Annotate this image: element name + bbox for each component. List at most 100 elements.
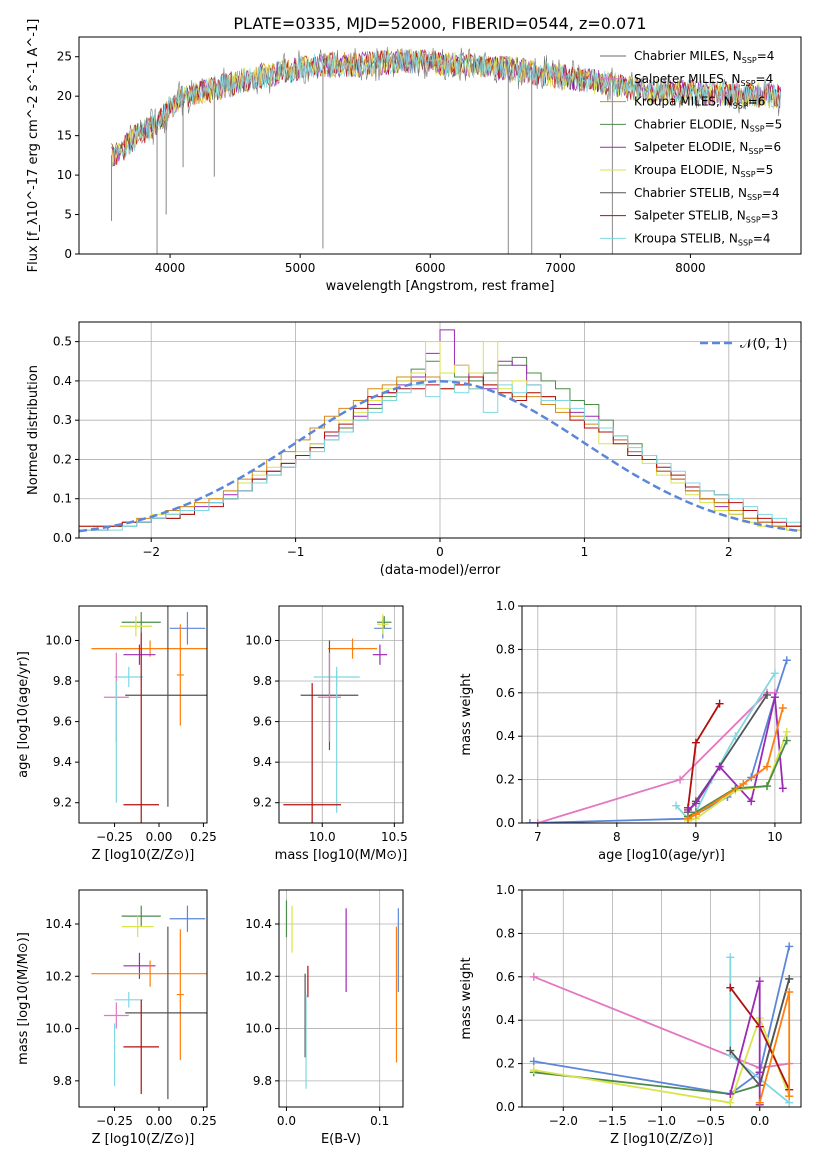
legend-label-sub: SSP xyxy=(738,238,753,247)
spectrum-ytick-label: 0 xyxy=(64,247,72,261)
mass_weight_vs_age-ytick-label: 0.4 xyxy=(496,729,515,743)
spectrum-ytick-label: 20 xyxy=(57,89,72,103)
age_vs_mass-xlabel: mass [log10(M/M⊙)] xyxy=(275,848,408,863)
mass_vs_Z-xtick-label: 0.00 xyxy=(146,1114,173,1128)
mass_vs_ebv-xtick-label: 0.0 xyxy=(277,1114,296,1128)
mass_weight_vs_age-marker xyxy=(691,799,700,808)
mass_weight_vs_age-xtick-label: 10 xyxy=(767,830,782,844)
mass_weight_vs_Z-xlabel: Z [log10(Z/Z⊙)] xyxy=(610,1132,713,1147)
spectrum-line xyxy=(111,49,782,166)
mass_vs_Z-xlabel: Z [log10(Z/Z⊙)] xyxy=(92,1132,195,1147)
spectrum-ylabel: Flux [f_λ10^-17 erg cm^-2 s^-1 A^-1] xyxy=(26,19,41,273)
mass_weight_vs_age-ytick-label: 0.6 xyxy=(496,686,515,700)
mass_weight_vs_Z-marker xyxy=(755,1098,764,1107)
mass_weight_vs_Z-ytick-label: 0.8 xyxy=(496,926,515,940)
legend-label-text: Kroupa STELIB, N xyxy=(634,231,738,245)
mass_weight_vs_age-marker xyxy=(782,736,791,745)
mass_weight_vs_age-marker xyxy=(691,738,700,747)
mass_weight_vs_Z-ytick-label: 0.2 xyxy=(496,1057,515,1071)
age_vs_Z-xtick-label: 0.25 xyxy=(190,830,217,844)
legend-label-suffix: =4 xyxy=(757,49,775,63)
mass_vs_ebv-xlabel: E(B-V) xyxy=(321,1132,361,1147)
residuals-ytick-label: 0.3 xyxy=(53,413,72,427)
legend-label-suffix: =5 xyxy=(756,163,774,177)
mass_weight_vs_age-ytick-label: 0.0 xyxy=(496,816,515,830)
legend-label-text: Chabrier STELIB, N xyxy=(634,186,747,200)
spectrum-legend-label: Kroupa ELODIE, NSSP=5 xyxy=(634,163,773,179)
mass_vs_Z-ytick-label: 10.0 xyxy=(45,1022,72,1036)
mass_vs_ebv-plot-area xyxy=(285,900,399,1089)
age_vs_mass-plot-area xyxy=(283,614,392,823)
legend-label-suffix: =3 xyxy=(761,209,779,223)
mass_weight_vs_age-marker xyxy=(533,819,542,823)
legend-label-text: Kroupa ELODIE, N xyxy=(634,163,741,177)
spectrum-xtick-label: 7000 xyxy=(545,261,576,275)
mass_vs_Z-ytick-label: 10.4 xyxy=(45,917,72,931)
mass_weight_vs_age-marker xyxy=(683,814,692,823)
age_vs_mass-ytick-label: 9.4 xyxy=(253,755,272,769)
age_vs_mass-frame xyxy=(278,605,404,824)
mass_vs_ebv-ytick-label: 10.2 xyxy=(245,969,272,983)
mass_weight_vs_age-marker xyxy=(731,732,740,741)
residuals-ytick-label: 0.0 xyxy=(53,531,72,545)
mass_weight_vs_Z-marker xyxy=(726,983,735,992)
spectrum-xtick-label: 6000 xyxy=(415,261,446,275)
mass_vs_Z-ytick-label: 9.8 xyxy=(53,1074,72,1088)
mass_weight_vs_Z-ylabel: mass weight xyxy=(459,957,474,1039)
mass_vs_Z-xtick-label: 0.25 xyxy=(190,1114,217,1128)
legend-label-sub: SSP xyxy=(733,102,748,111)
mass_weight_vs_Z-marker xyxy=(529,972,538,981)
legend-label-text: Kroupa MILES, N xyxy=(634,95,733,109)
mass_weight_vs_age-marker xyxy=(763,782,772,791)
residuals-ytick-label: 0.4 xyxy=(53,374,72,388)
mass_weight_vs_age-plot-area xyxy=(525,656,791,823)
residuals-ylabel: Normed distribution xyxy=(26,365,41,495)
mass_weight_vs_Z-marker xyxy=(755,1068,764,1077)
legend-label-sub: SSP xyxy=(741,79,756,88)
mass_weight_vs_Z-xtick-label: −1.0 xyxy=(647,1114,676,1128)
mass_weight_vs_Z-xtick-label: −2.0 xyxy=(549,1114,578,1128)
mass_weight_vs_age-marker xyxy=(672,801,681,810)
age_vs_Z-frame xyxy=(78,605,208,824)
residuals-xtick-label: −2 xyxy=(142,545,160,559)
legend-label-sub: SSP xyxy=(750,124,765,133)
mass_weight_vs_Z-marker xyxy=(785,974,794,983)
mass_weight_vs_age-xtick-label: 8 xyxy=(613,830,621,844)
spectrum-xtick-label: 5000 xyxy=(285,261,316,275)
spectrum-legend-label: Salpeter ELODIE, NSSP=6 xyxy=(634,140,781,156)
mass_weight_vs_age-ylabel: mass weight xyxy=(459,673,474,755)
legend-label-suffix: =6 xyxy=(748,95,766,109)
legend-label-text: Salpeter STELIB, N xyxy=(634,209,746,223)
normal-curve xyxy=(79,380,801,533)
mass_weight_vs_Z-marker xyxy=(785,942,794,951)
spectrum-ytick-label: 10 xyxy=(57,168,72,182)
spectrum-xlabel: wavelength [Angstrom, rest frame] xyxy=(326,279,555,294)
mass_weight_vs_Z-ytick-label: 0.0 xyxy=(496,1100,515,1114)
mass_weight_vs_age-marker xyxy=(782,656,791,665)
mass_weight_vs_Z-marker xyxy=(755,977,764,986)
mass_weight_vs_Z-xtick-label: −1.5 xyxy=(598,1114,627,1128)
mass_weight_vs_age-marker xyxy=(691,810,700,819)
age_vs_Z-ytick-label: 10.0 xyxy=(45,633,72,647)
mass_vs_ebv-xtick-label: 0.1 xyxy=(370,1114,389,1128)
mass_weight_vs_Z-series-line xyxy=(729,980,761,1105)
legend-label-text: Salpeter MILES, N xyxy=(634,72,741,86)
mass_weight_vs_age-xtick-label: 9 xyxy=(692,830,700,844)
age_vs_mass-ytick-label: 9.8 xyxy=(253,674,272,688)
legend-label-suffix: =6 xyxy=(763,140,781,154)
spectrum-legend-label: Salpeter STELIB, NSSP=3 xyxy=(634,209,778,225)
mass_vs_Z-ytick-label: 10.2 xyxy=(45,969,72,983)
mass_vs_Z-frame xyxy=(78,889,208,1108)
mass_weight_vs_age-ytick-label: 0.2 xyxy=(496,773,515,787)
mass_weight_vs_age-xtick-label: 7 xyxy=(534,830,542,844)
mass_vs_ebv-ytick-label: 10.4 xyxy=(245,917,272,931)
mass_weight_vs_age-frame xyxy=(521,605,802,824)
mass_vs_ebv-frame xyxy=(278,889,404,1108)
age_vs_Z-ytick-label: 9.4 xyxy=(53,755,72,769)
legend-label-text: Salpeter ELODIE, N xyxy=(634,140,748,154)
age_vs_Z-panel xyxy=(75,605,208,827)
spectrum-legend-label: Chabrier STELIB, NSSP=4 xyxy=(634,186,780,202)
spectrum-ytick-label: 5 xyxy=(64,208,72,222)
mass_weight_vs_age-marker xyxy=(715,762,724,771)
